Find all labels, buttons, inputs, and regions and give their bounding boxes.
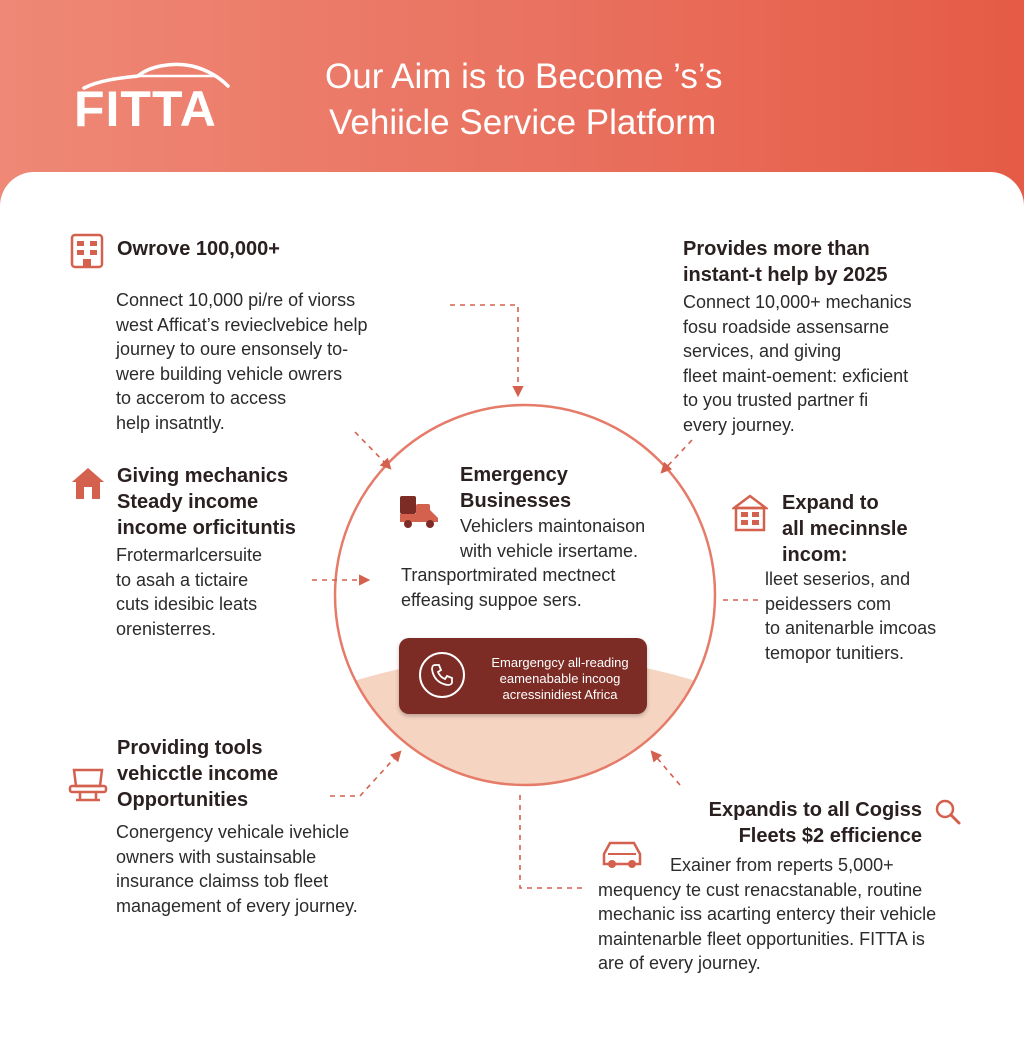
body-line: insurance claimss tob fleet bbox=[116, 871, 329, 891]
body-line: to anitenarble imcoas bbox=[765, 618, 937, 638]
section-title-line: Provides more than bbox=[683, 238, 870, 260]
content-card bbox=[0, 172, 1024, 1042]
body-line: maintenarble fleet opportunities. FITTA … bbox=[598, 928, 925, 949]
section-title-line: all mecinnsle bbox=[782, 518, 908, 540]
body-line: to asah a tictaire bbox=[116, 569, 249, 590]
car-icon bbox=[602, 841, 642, 868]
connector-bottom bbox=[519, 795, 585, 889]
section-top-left-body: Connect 10,000 pi/re of viorss west Affi… bbox=[116, 288, 367, 435]
connector-bottom-right bbox=[650, 750, 681, 786]
phone-icon bbox=[431, 664, 453, 686]
section-top-left: Owrove 100,000+ bbox=[117, 236, 280, 262]
section-mid-right-body: lleet seserios, and peidessers com to an… bbox=[765, 567, 936, 665]
body-line: fosu roadside assensarne bbox=[683, 316, 890, 337]
section-title: Owrove 100,000+ bbox=[117, 238, 280, 260]
connector-top bbox=[450, 304, 524, 398]
body-line: Transportmirated mectnect bbox=[401, 565, 616, 585]
body-line: west Afficat’s revieclvebice help bbox=[116, 314, 368, 335]
car-outline-icon bbox=[82, 62, 230, 90]
body-line: journey to oure ensonsely to- bbox=[116, 339, 349, 359]
section-mid-left: Giving mechanics Steady income income or… bbox=[117, 463, 296, 541]
body-line: fleet maint-oement: exficient bbox=[683, 365, 909, 386]
body-line: to accerom to access bbox=[116, 388, 287, 408]
seat-icon bbox=[68, 768, 108, 802]
section-title-line: Expand to bbox=[782, 492, 879, 514]
body-line: mechanic iss acarting entercy their vehi… bbox=[598, 904, 937, 924]
section-title-line: incom: bbox=[782, 544, 848, 566]
section-top-right: Provides more than instant-t help by 202… bbox=[683, 236, 888, 288]
body-line: Vehiclers maintonaison bbox=[460, 516, 646, 536]
section-title-line: income orficituntis bbox=[117, 517, 296, 539]
body-line: management of every journey. bbox=[116, 895, 358, 916]
body-line: were building vehicle owrers bbox=[116, 363, 343, 384]
section-mid-left-body: Frotermarlcersuite to asah a tictaire cu… bbox=[116, 543, 262, 641]
section-title-line: instant-t help by 2025 bbox=[683, 264, 888, 286]
body-line: cuts idesibic leats bbox=[116, 594, 258, 614]
section-title-line: Fleets $2 efficience bbox=[738, 825, 922, 847]
body-line: Connect 10,000+ mechanics bbox=[683, 292, 912, 312]
body-line: owners with sustainsable bbox=[116, 846, 317, 867]
fitta-logo[interactable]: FITTA bbox=[74, 58, 244, 148]
body-line: to you trusted partner fi bbox=[683, 390, 869, 410]
body-line: are of every journey. bbox=[598, 953, 761, 973]
section-title-line: Giving mechanics bbox=[117, 465, 289, 487]
section-bottom-left: Providing tools vehicctle income Opportu… bbox=[117, 735, 278, 813]
section-title-line: Opportunities bbox=[117, 789, 249, 811]
cta-line: Emargengcy all-reading bbox=[491, 655, 629, 670]
section-title-line: vehicctle income bbox=[117, 763, 279, 785]
logo-text: FITTA bbox=[74, 81, 217, 137]
center-body: Vehiclers maintonaison with vehicle irse… bbox=[460, 514, 645, 563]
cta-line: acressinidiest Africa bbox=[502, 687, 618, 702]
section-title-line: Providing tools bbox=[117, 737, 263, 759]
body-line: every journey. bbox=[683, 414, 795, 435]
shop-icon bbox=[732, 494, 768, 532]
emergency-call-button[interactable]: Emargengcy all-reading eamenabable incoo… bbox=[399, 638, 647, 714]
section-title-line: Expandis to all Cogiss bbox=[708, 799, 922, 821]
connector-bottom-left bbox=[330, 750, 402, 797]
section-title-line: Steady income bbox=[117, 491, 259, 513]
section-bottom-right-body: Exainer from reperts 5,000+ mequency te … bbox=[598, 853, 936, 976]
body-line: effeasing suppoe sers. bbox=[401, 589, 582, 610]
center-body-wide: Transportmirated mectnect effeasing supp… bbox=[401, 563, 615, 612]
house-icon bbox=[72, 468, 104, 499]
page-title: Our Aim is to Become ’s’s Vehiicle Servi… bbox=[325, 54, 945, 146]
section-top-right-body: Connect 10,000+ mechanics fosu roadside … bbox=[683, 290, 912, 437]
section-bottom-right: Expandis to all Cogiss Fleets $2 efficie… bbox=[690, 797, 922, 849]
search-icon[interactable] bbox=[934, 798, 962, 826]
body-line: Exainer from reperts 5,000+ bbox=[670, 855, 894, 875]
building-icon bbox=[70, 233, 104, 269]
center-title: Emergency Businesses bbox=[460, 462, 571, 514]
body-line: with vehicle irsertame. bbox=[460, 540, 639, 561]
body-line: services, and giving bbox=[683, 341, 842, 361]
section-bottom-left-body: Conergency vehicale ivehicle owners with… bbox=[116, 820, 358, 918]
body-line: mequency te cust renacstanable, routine bbox=[598, 879, 923, 900]
cta-text: Emargengcy all-reading eamenabable incoo… bbox=[477, 655, 643, 703]
body-line: Connect 10,000 pi/re of viorss bbox=[116, 290, 356, 310]
connector-top-left bbox=[354, 431, 392, 470]
phone-icon-ring bbox=[419, 652, 465, 698]
body-line: orenisterres. bbox=[116, 618, 217, 639]
hub-circle bbox=[333, 403, 717, 787]
headline-line-1: Our Aim is to Become ’s’s bbox=[325, 57, 723, 96]
body-line: peidessers com bbox=[765, 593, 892, 614]
connector-top-right bbox=[660, 439, 693, 474]
body-line: lleet seserios, and bbox=[765, 569, 911, 589]
body-line: help insatntly. bbox=[116, 412, 225, 433]
headline-line-2: Vehiicle Service Platform bbox=[329, 103, 717, 142]
body-line: Frotermarlcersuite bbox=[116, 545, 263, 565]
body-line: Conergency vehicale ivehicle bbox=[116, 822, 350, 842]
tow-truck-icon bbox=[400, 496, 438, 528]
cta-line: eamenabable incoog bbox=[499, 671, 621, 686]
body-line: temopor tunitiers. bbox=[765, 642, 905, 663]
center-title-line: Emergency bbox=[460, 464, 568, 486]
section-mid-right: Expand to all mecinnsle incom: bbox=[782, 490, 908, 568]
center-title-line: Businesses bbox=[460, 490, 572, 512]
